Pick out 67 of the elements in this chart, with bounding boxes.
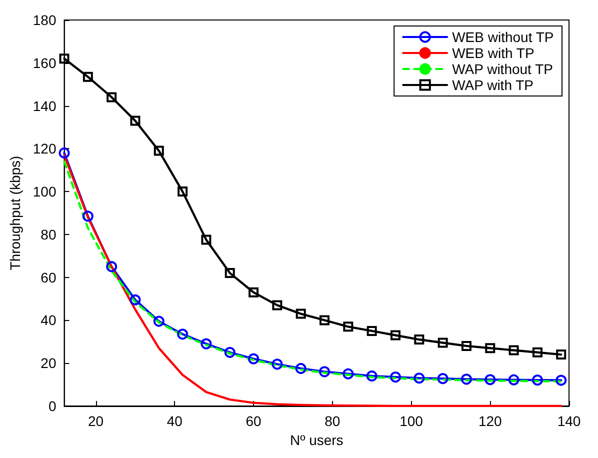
point xyxy=(532,347,542,358)
x-tick-label: 100 xyxy=(400,413,424,429)
x-tick-label: 20 xyxy=(88,413,104,429)
x-tick-label: 120 xyxy=(478,413,502,429)
x-axis-title: Nº users xyxy=(290,432,344,448)
x-tick-label: 60 xyxy=(246,413,262,429)
point xyxy=(178,186,188,197)
legend-label: WAP without TP xyxy=(452,61,553,77)
point xyxy=(343,322,354,332)
legend-label: WEB without TP xyxy=(452,29,554,45)
point xyxy=(556,350,566,360)
y-tick-label: 180 xyxy=(32,12,56,28)
point xyxy=(82,72,93,82)
x-tick-label: 80 xyxy=(324,413,340,429)
y-tick-label: 0 xyxy=(48,398,56,414)
point xyxy=(461,340,472,351)
point xyxy=(390,372,401,383)
x-tick-label: 140 xyxy=(557,413,581,429)
point xyxy=(508,345,519,356)
point xyxy=(224,268,235,278)
point xyxy=(272,300,282,310)
point xyxy=(295,362,306,374)
point xyxy=(130,294,141,306)
point xyxy=(484,374,496,386)
point xyxy=(366,326,377,336)
point xyxy=(82,210,94,222)
y-tick-label: 40 xyxy=(40,312,56,328)
y-tick-label: 60 xyxy=(40,269,56,286)
point xyxy=(248,353,260,364)
y-tick-label: 160 xyxy=(32,54,56,71)
point xyxy=(106,92,117,102)
y-tick-label: 140 xyxy=(32,98,56,114)
point xyxy=(272,358,283,370)
point xyxy=(342,368,354,380)
point xyxy=(414,372,425,384)
x-tick-label: 40 xyxy=(166,413,183,429)
y-axis-title: Throughput (kbps) xyxy=(7,156,23,270)
y-tick-label: 20 xyxy=(40,355,56,372)
point xyxy=(224,346,236,358)
point xyxy=(438,338,448,348)
point xyxy=(248,287,259,298)
point xyxy=(177,328,188,340)
point xyxy=(59,54,70,64)
point xyxy=(58,147,70,158)
point xyxy=(485,343,496,354)
point xyxy=(366,370,378,382)
point xyxy=(556,374,567,386)
point xyxy=(532,374,543,386)
point xyxy=(460,374,472,385)
point xyxy=(390,330,400,340)
legend-label: WEB with TP xyxy=(452,45,534,61)
legend-label: WAP with TP xyxy=(452,77,534,93)
y-tick-label: 100 xyxy=(32,184,56,200)
point xyxy=(296,308,306,319)
point xyxy=(200,338,212,350)
y-tick-label: 80 xyxy=(40,226,56,242)
point xyxy=(153,316,164,327)
point xyxy=(437,373,448,384)
point xyxy=(414,334,424,345)
point xyxy=(201,234,212,245)
point xyxy=(508,374,520,386)
point xyxy=(319,366,330,378)
y-tick-label: 120 xyxy=(32,140,56,157)
point xyxy=(320,315,330,326)
point xyxy=(130,116,140,126)
point xyxy=(154,146,164,156)
point xyxy=(106,261,118,272)
